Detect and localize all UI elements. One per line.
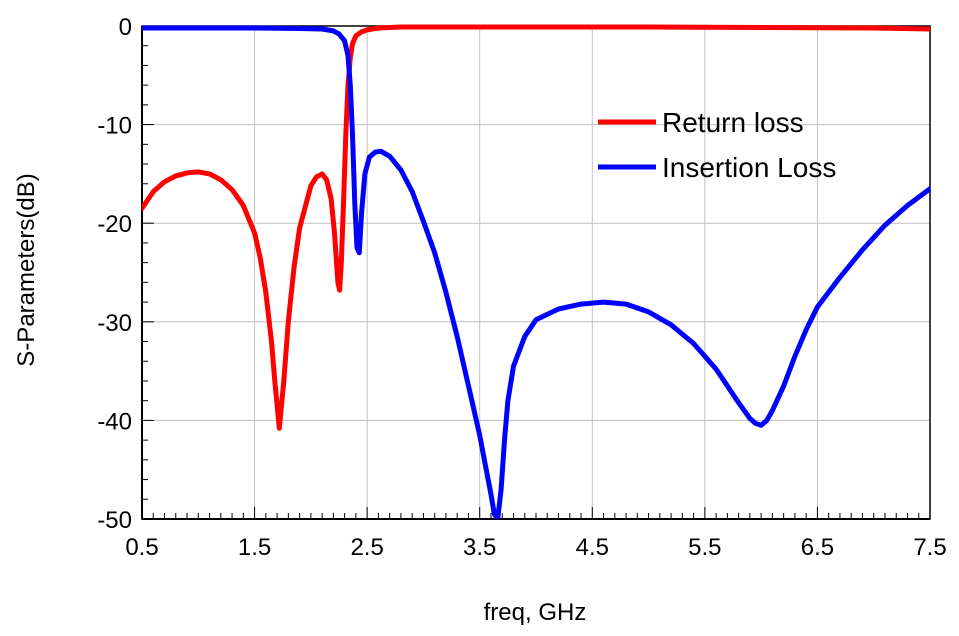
series-line-return-loss [142,24,930,431]
y-tick-label: -20 [97,211,132,238]
x-tick-label: 0.5 [125,534,158,561]
x-axis-label: freq, GHz [484,599,587,626]
y-tick-label: -30 [97,310,132,337]
y-axis-label: S-Parameters(dB) [13,173,40,366]
legend-label-return-loss: Return loss [662,107,804,138]
y-tick-label: -50 [97,507,132,534]
y-tick-labels: 0 -10 -20 -30 -40 -50 [97,14,132,534]
x-tick-label: 2.5 [350,534,383,561]
series-line-insertion-loss [142,25,930,519]
x-tick-label: 6.5 [801,534,834,561]
plot-frame [141,25,931,520]
y-tick-label: -10 [97,113,132,140]
x-tick-label: 1.5 [238,534,271,561]
x-tick-labels: 0.5 1.5 2.5 3.5 4.5 5.5 6.5 7.5 [125,534,946,561]
legend-label-insertion-loss: Insertion Loss [662,152,836,183]
series-group [142,24,930,519]
x-tick-label: 3.5 [463,534,496,561]
y-tick-label: 0 [119,14,132,41]
legend: Return loss Insertion Loss [598,107,836,183]
x-tick-label: 5.5 [688,534,721,561]
x-tick-label: 4.5 [576,534,609,561]
x-tick-label: 7.5 [913,534,946,561]
y-tick-label: -40 [97,408,132,435]
